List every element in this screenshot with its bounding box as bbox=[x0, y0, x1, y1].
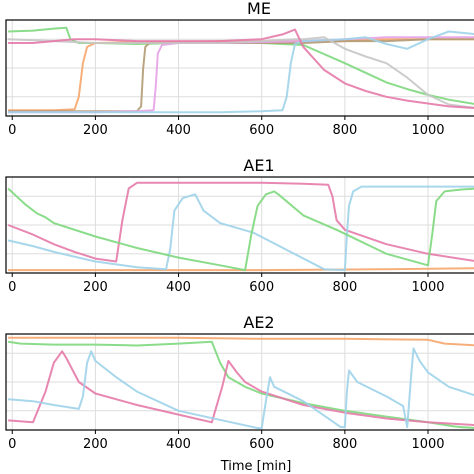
x-tick-label: 1000 bbox=[411, 123, 444, 138]
series-line-3 bbox=[7, 187, 474, 272]
series-line-5 bbox=[8, 36, 474, 109]
panel-2: AE2 0 200 400 600 800 1000 Time [min] bbox=[5, 313, 474, 474]
panel-title: AE2 bbox=[243, 313, 274, 332]
x-tick-label: 200 bbox=[83, 437, 108, 452]
x-tick-label: 0 bbox=[8, 123, 16, 138]
x-tick-label: 0 bbox=[8, 437, 16, 452]
panel-title: ME bbox=[247, 0, 271, 18]
x-axis-label: Time [min] bbox=[220, 459, 292, 474]
series-line-0 bbox=[8, 336, 474, 347]
series-line-2 bbox=[8, 350, 474, 426]
series-line-0 bbox=[8, 267, 474, 272]
series-line-4 bbox=[8, 30, 474, 114]
x-tick-label: 600 bbox=[249, 280, 274, 295]
x-tick-label: 400 bbox=[166, 280, 191, 295]
x-tick-label: 1000 bbox=[411, 437, 444, 452]
panel-0: ME 0 200 400 600 800 1000 bbox=[5, 0, 474, 138]
series-line-2 bbox=[7, 185, 474, 272]
x-tick-label: 800 bbox=[332, 437, 357, 452]
axes-frame bbox=[5, 333, 474, 431]
x-tick-label: 800 bbox=[332, 280, 357, 295]
series-line-3 bbox=[8, 347, 474, 430]
series-line-6 bbox=[8, 28, 474, 110]
panel-title: AE1 bbox=[243, 156, 274, 175]
axes-frame bbox=[5, 19, 474, 117]
x-tick-label: 1000 bbox=[411, 280, 444, 295]
panel-1: AE1 0 200 400 600 800 1000 bbox=[5, 156, 474, 295]
x-tick-label: 400 bbox=[166, 123, 191, 138]
x-tick-label: 600 bbox=[249, 123, 274, 138]
series-line-1 bbox=[7, 181, 474, 263]
x-tick-label: 600 bbox=[249, 437, 274, 452]
x-tick-label: 200 bbox=[83, 123, 108, 138]
x-tick-label: 200 bbox=[83, 280, 108, 295]
x-tick-label: 400 bbox=[166, 437, 191, 452]
x-tick-label: 0 bbox=[8, 280, 16, 295]
x-tick-label: 800 bbox=[332, 123, 357, 138]
axes-frame bbox=[5, 176, 474, 274]
